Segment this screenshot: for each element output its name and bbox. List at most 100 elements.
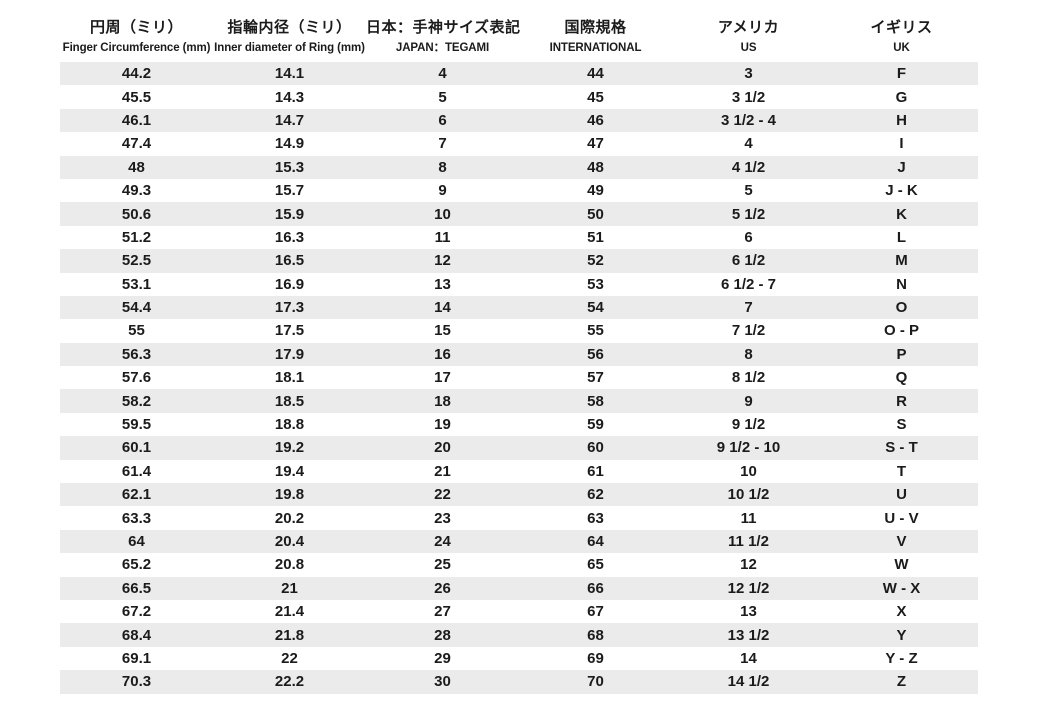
table-cell: 19.2 <box>274 439 305 457</box>
table-row: 63.3 20.2 23 63 11 U - V <box>60 506 978 529</box>
table-cell: 20 <box>434 439 451 457</box>
table-cell: 6 1/2 <box>731 252 766 270</box>
table-cell: 12 <box>434 252 451 270</box>
table-cell: 65.2 <box>121 556 152 574</box>
table-cell: 28 <box>434 626 451 644</box>
header-en-us: US <box>740 42 757 54</box>
table-cell: 21.8 <box>274 626 305 644</box>
table-cell: 19 <box>434 416 451 434</box>
table-cell: 21.4 <box>274 603 305 621</box>
table-cell: 56.3 <box>121 345 152 363</box>
table-cell: S - T <box>885 439 918 457</box>
table-cell: 66.5 <box>121 579 152 597</box>
table-row: 66.5 21 26 66 12 1/2 W - X <box>60 576 978 600</box>
table-cell: U <box>896 486 907 504</box>
table-cell: 16.5 <box>274 252 305 270</box>
table-cell: 27 <box>434 603 451 621</box>
table-cell: 18 <box>434 392 451 410</box>
table-cell: 20.8 <box>274 556 305 574</box>
header-jp-international: 国際規格 <box>564 19 627 36</box>
table-cell: 24 <box>434 533 451 550</box>
table-row: 69.1 22 29 69 14 Y - Z <box>60 647 978 670</box>
table-cell: 8 <box>744 345 753 363</box>
table-cell: W <box>894 556 909 574</box>
table-cell: 13 <box>434 275 451 293</box>
table-cell: 14.1 <box>274 65 305 83</box>
header-en-uk: UK <box>893 42 910 54</box>
table-row: 55 17.5 15 55 7 1/2 O - P <box>60 319 978 342</box>
table-cell: 29 <box>434 649 451 667</box>
table-cell: 16 <box>434 345 451 363</box>
header-en-inner-diameter: Inner diameter of Ring (mm) <box>214 42 365 54</box>
table-cell: 68.4 <box>121 626 152 644</box>
table-cell: 18.1 <box>274 369 305 387</box>
header-jp-uk: イギリス <box>870 19 933 36</box>
table-cell: 13 1/2 <box>727 626 770 644</box>
table-cell: 25 <box>434 556 451 574</box>
table-cell: 4 <box>744 135 753 153</box>
table-cell: 60.1 <box>121 439 152 457</box>
table-cell: 20.4 <box>274 533 305 550</box>
table-cell: P <box>896 345 907 363</box>
table-cell: 48 <box>587 158 604 176</box>
table-cell: N <box>896 275 907 293</box>
table-row: 54.4 17.3 14 54 7 O <box>60 295 978 320</box>
table-cell: T <box>896 462 907 480</box>
table-cell: 9 1/2 - 10 <box>716 439 781 457</box>
table-row: 61.4 19.4 21 61 10 T <box>60 460 978 483</box>
table-cell: M <box>895 252 908 270</box>
table-cell: 26 <box>434 579 451 597</box>
table-cell: 52.5 <box>121 252 152 270</box>
table-row: 49.3 15.7 9 49 5 J - K <box>60 179 978 202</box>
table-cell: 49 <box>587 182 604 200</box>
table-cell: 62 <box>587 486 604 504</box>
table-cell: 50.6 <box>121 205 152 223</box>
table-cell: 11 <box>740 509 757 527</box>
table-cell: 70.3 <box>121 673 152 691</box>
table-cell: Z <box>896 673 907 691</box>
table-cell: 6 <box>438 111 447 129</box>
table-cell: 23 <box>434 509 451 527</box>
table-cell: Y <box>896 626 907 644</box>
table-cell: 5 <box>438 88 447 106</box>
table-row: 64 20.4 24 64 11 1/2 V <box>60 529 978 554</box>
table-cell: 6 <box>744 228 753 246</box>
table-cell: 9 1/2 <box>731 416 766 434</box>
table-row: 53.1 16.9 13 53 6 1/2 - 7 N <box>60 273 978 296</box>
table-cell: 14 <box>434 299 451 317</box>
table-cell: F <box>896 65 907 83</box>
table-cell: 10 <box>740 462 757 480</box>
table-cell: 45 <box>587 88 604 106</box>
table-cell: 22.2 <box>274 673 305 691</box>
table-cell: 16.3 <box>274 228 305 246</box>
table-row: 62.1 19.8 22 62 10 1/2 U <box>60 483 978 507</box>
table-cell: 58.2 <box>121 392 152 410</box>
table-row: 52.5 16.5 12 52 6 1/2 M <box>60 249 978 273</box>
table-cell: 13 <box>740 603 757 621</box>
table-cell: 12 <box>740 556 757 574</box>
table-cell: 4 1/2 <box>731 158 766 176</box>
table-row: 56.3 17.9 16 56 8 P <box>60 342 978 367</box>
table-row: 58.2 18.5 18 58 9 R <box>60 389 978 413</box>
table-cell: I <box>899 135 904 153</box>
table-cell: 15.7 <box>274 182 305 200</box>
header-jp-inner-diameter: 指輪内径（ミリ） <box>227 19 352 36</box>
table-row: 50.6 15.9 10 50 5 1/2 K <box>60 202 978 226</box>
table-cell: 59 <box>587 416 604 434</box>
table-cell: 8 <box>438 158 447 176</box>
table-cell: 14.9 <box>274 135 305 153</box>
table-cell: 14.3 <box>274 88 305 106</box>
table-cell: 44 <box>587 65 604 83</box>
table-cell: J - K <box>885 182 918 200</box>
header-en-international: INTERNATIONAL <box>549 42 642 54</box>
table-cell: 65 <box>587 556 604 574</box>
table-cell: 52 <box>587 252 604 270</box>
table-cell: 46 <box>587 111 604 129</box>
table-cell: 55 <box>587 322 604 340</box>
table-cell: 18.8 <box>274 416 305 434</box>
table-body: 44.2 14.1 4 44 3 F 45.5 14.3 5 45 3 1/2 G 46.1 14.7 6 4… <box>60 62 978 694</box>
table-row: 51.2 16.3 11 51 6 L <box>60 226 978 249</box>
table-cell: 10 <box>434 205 451 223</box>
table-cell: U - V <box>884 509 919 527</box>
header-jp-finger-circumference: 円周（ミリ） <box>89 19 183 36</box>
